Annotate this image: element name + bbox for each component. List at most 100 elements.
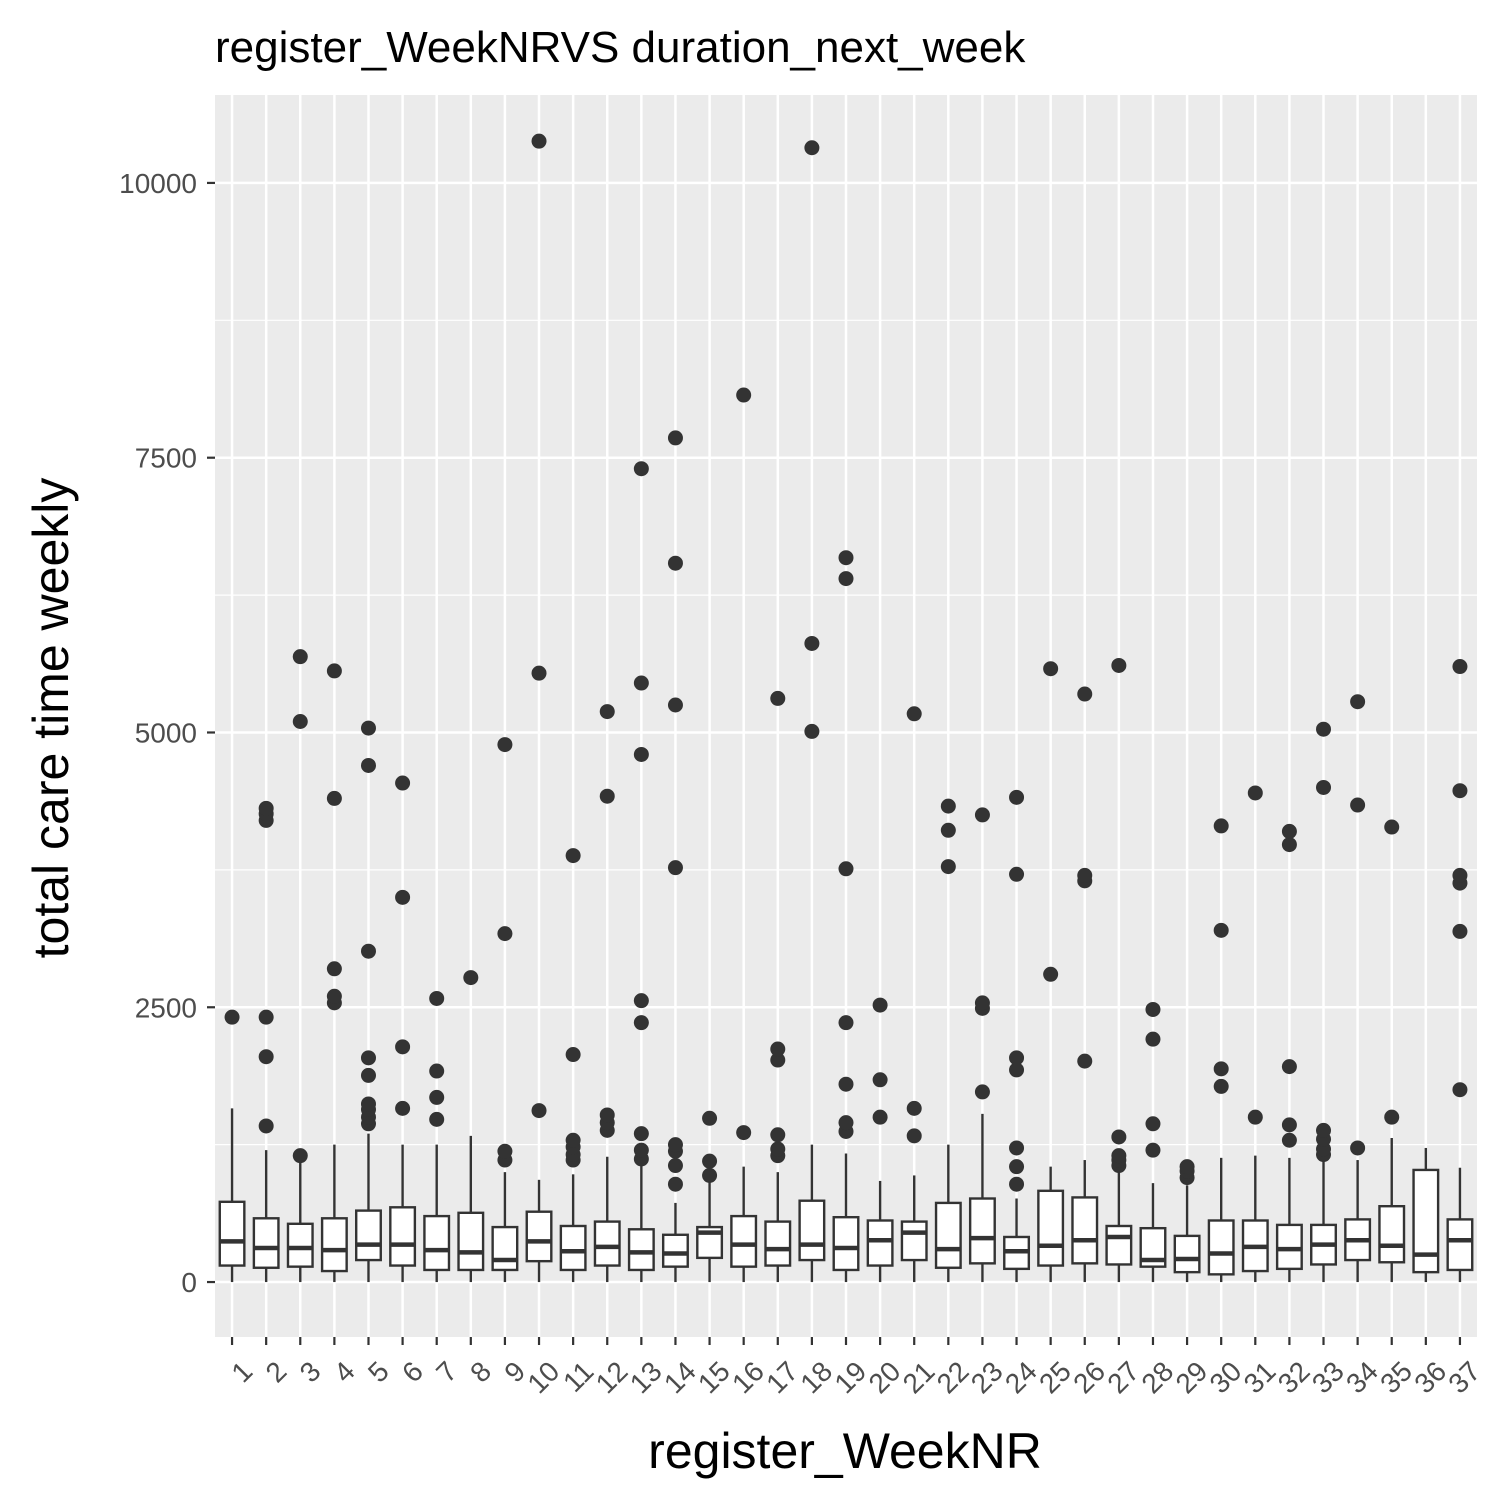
outlier-point [360,757,376,773]
outlier-point [633,1015,649,1031]
outlier-point [770,1041,786,1057]
outlier-point [1009,866,1025,882]
outlier-point [565,1047,581,1063]
outlier-point [667,1137,683,1153]
outlier-point [974,807,990,823]
x-tick-label: 1 [226,1355,259,1388]
box-body [832,1215,860,1272]
outlier-point [395,1039,411,1055]
box-body [1173,1234,1201,1274]
outlier-point [702,1110,718,1126]
x-tick-label: 8 [464,1355,497,1388]
outlier-point [565,1132,581,1148]
outlier-point [804,140,820,156]
box-body [900,1220,928,1262]
box-body [968,1197,996,1265]
outlier-point [429,990,445,1006]
outlier-point [770,1127,786,1143]
box-17 [764,690,792,1283]
box-36 [1412,1147,1440,1283]
box-body [1207,1219,1235,1276]
box-26 [1071,686,1099,1283]
box-30 [1207,818,1235,1283]
outlier-point [906,706,922,722]
box-9 [491,737,519,1283]
box-4 [320,663,348,1283]
box-1 [218,1009,246,1283]
box-23 [968,807,996,1283]
outlier-point [326,790,342,806]
outlier-point [1043,966,1059,982]
outlier-point [1145,1001,1161,1017]
outlier-point [633,1126,649,1142]
outlier-point [531,665,547,681]
outlier-point [463,970,479,986]
outlier-point [633,675,649,691]
outlier-point [326,988,342,1004]
outlier-point [360,1050,376,1066]
outlier-point [1281,1059,1297,1075]
outlier-point [1145,1031,1161,1047]
box-2 [252,800,280,1283]
box-8 [457,970,485,1283]
box-body [423,1214,451,1272]
outlier-point [1452,923,1468,939]
box-29 [1173,1159,1201,1283]
outlier-point [1350,694,1366,710]
box-32 [1275,823,1303,1283]
outlier-point [292,713,308,729]
outlier-point [940,859,956,875]
outlier-point [1213,1061,1229,1077]
box-37 [1446,659,1474,1283]
x-tick-label: 5 [362,1355,395,1388]
outlier-point [667,697,683,713]
outlier-point [360,1096,376,1112]
box-6 [389,775,417,1283]
outlier-point [633,993,649,1009]
outlier-point [838,1115,854,1131]
outlier-point [258,1118,274,1134]
outlier-point [292,1148,308,1164]
x-axis-title: register_WeekNR [648,1423,1042,1479]
outlier-point [1213,1078,1229,1094]
outlier-point [838,1015,854,1031]
box-body [593,1220,621,1267]
outlier-point [1111,657,1127,673]
outlier-point [1452,867,1468,883]
box-5 [355,720,382,1283]
outlier-point [429,1089,445,1105]
outlier-point [667,430,683,446]
outlier-point [1281,837,1297,853]
box-34 [1344,694,1372,1283]
box-13 [627,461,655,1283]
x-tick-label: 7 [430,1355,463,1388]
outlier-point [1316,1122,1332,1138]
outlier-point [633,461,649,477]
box-body [355,1209,382,1262]
outlier-point [770,1141,786,1157]
outlier-point [770,1052,786,1068]
outlier-point [360,943,376,959]
y-tick-label: 5000 [135,717,197,748]
x-tick-label: 2 [260,1355,293,1388]
outlier-point [1384,819,1400,835]
box-body [1071,1196,1099,1265]
y-tick-label: 10000 [119,168,197,199]
x-axis: 1 2 3 4 5 6 7 8 91011121314151617181920212223242… [226,1337,1486,1399]
outlier-point [1350,797,1366,813]
box-body [389,1206,417,1267]
outlier-point [633,746,649,762]
box-25 [1037,661,1065,1283]
outlier-point [804,635,820,651]
outlier-point [360,1067,376,1083]
outlier-point [1077,867,1093,883]
box-body [320,1217,348,1273]
outlier-point [1247,1109,1263,1125]
outlier-point [1452,1082,1468,1098]
outlier-point [1009,1140,1025,1156]
box-body [491,1225,519,1272]
box-body [798,1199,826,1262]
box-body [1446,1218,1474,1272]
